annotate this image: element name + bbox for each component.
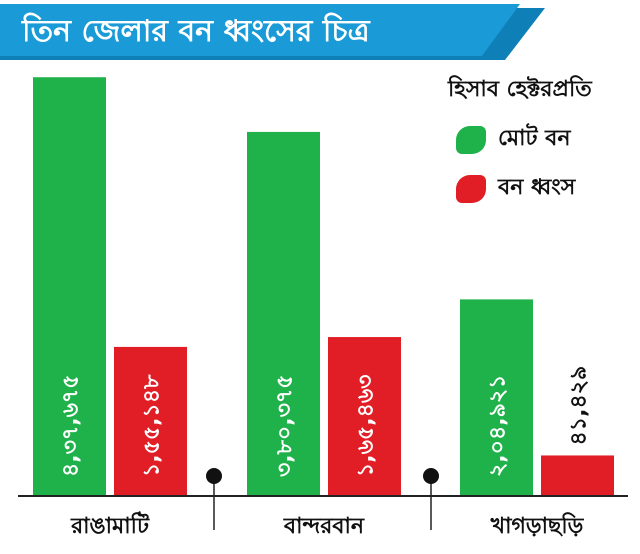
chart-title: তিন জেলার বন ধ্বংসের চিত্র <box>22 14 370 49</box>
title-banner-shape <box>0 4 545 60</box>
bar-forest-destroyed-khagrachhari <box>541 455 614 495</box>
data-label-total-forest-bandarban: ৩,৮০,৩৭৫ <box>273 375 298 477</box>
legend-label-total-forest: মোট বন <box>498 126 571 151</box>
bar-forest-destroyed-rangamati <box>114 346 187 495</box>
separator-dot-1 <box>206 468 222 484</box>
data-label-total-forest-khagrachhari: ২,০৪,৯২১ <box>486 375 511 477</box>
legend-swatch-forest-destroyed <box>456 174 486 203</box>
data-label-forest-destroyed-rangamati: ১,৫৫,১৪৮ <box>140 374 165 477</box>
bar-total-forest-rangamati <box>33 77 106 496</box>
legend: হিসাব হেক্টরপ্রতি মোট বন বন ধ্বংস <box>438 72 634 207</box>
legend-label-forest-destroyed: বন ধ্বংস <box>498 175 576 200</box>
legend-swatch-total-forest <box>456 125 486 154</box>
legend-item-forest-destroyed: বন ধ্বংস <box>456 170 634 207</box>
data-label-total-forest-rangamati: ৪,৩৭,৬৭৫ <box>59 375 84 477</box>
category-label-bandarban: বান্দরবান <box>283 514 365 539</box>
separator-dot-2 <box>423 468 439 484</box>
legend-item-total-forest: মোট বন <box>456 121 634 158</box>
title-banner: তিন জেলার বন ধ্বংসের চিত্র <box>0 0 640 62</box>
data-label-forest-destroyed-khagrachhari: ৪১,৪২৯ <box>567 366 592 446</box>
bar-total-forest-bandarban <box>247 131 320 495</box>
bar-forest-destroyed-bandarban <box>328 337 401 495</box>
category-label-rangamati: রাঙামাটি <box>70 511 150 539</box>
data-label-forest-destroyed-bandarban: ১,৬৫,৪৬৩ <box>354 375 379 477</box>
category-label-khagrachhari: খাগড়াছড়ি <box>490 512 585 539</box>
bar-total-forest-khagrachhari <box>460 299 533 495</box>
legend-title: হিসাব হেক্টরপ্রতি <box>448 77 592 102</box>
